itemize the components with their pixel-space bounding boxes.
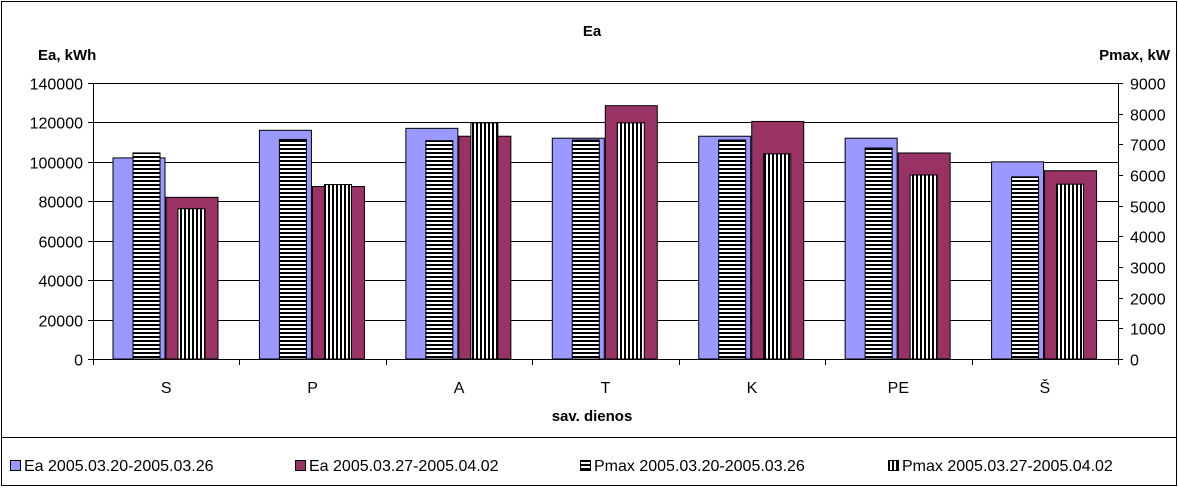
x-tick-label: S	[161, 380, 172, 397]
x-tick-label: PE	[888, 380, 909, 397]
y-right-tick-label: 5000	[1130, 200, 1166, 217]
y-left-tick-label: 100000	[30, 156, 83, 173]
legend-label: Pmax 2005.03.27-2005.04.02	[902, 458, 1113, 475]
bar-4-2	[323, 184, 352, 360]
legend-swatch	[580, 460, 591, 471]
bar-4-6	[909, 174, 938, 360]
bar-4-1	[177, 208, 206, 360]
bar-4-7	[1056, 183, 1085, 360]
legend: Ea 2005.03.20-2005.03.26 Ea 2005.03.27-20…	[10, 458, 1113, 475]
legend-label: Ea 2005.03.27-2005.04.02	[309, 458, 499, 475]
bar-4-4	[616, 122, 645, 360]
legend-label: Ea 2005.03.20-2005.03.26	[24, 458, 214, 475]
y-left-tick-label: 20000	[39, 314, 84, 331]
bar-4-5	[763, 153, 792, 360]
legend-label: Pmax 2005.03.20-2005.03.26	[594, 458, 805, 475]
x-axis-label: sav. dienos	[552, 408, 633, 425]
legend-swatch	[295, 460, 306, 471]
y-right-tick-label: 9000	[1130, 77, 1166, 94]
y-right-axis-label: Pmax, kW	[1099, 47, 1171, 64]
y-right-tick-label: 0	[1130, 353, 1139, 370]
bar-3-2	[278, 138, 307, 360]
bar-3-6	[864, 147, 893, 360]
bar-3-1	[132, 152, 161, 360]
y-right-tick-label: 3000	[1130, 261, 1166, 278]
chart-title: Ea	[583, 23, 602, 40]
y-right-tick-label: 2000	[1130, 292, 1166, 309]
legend-swatch	[10, 460, 21, 471]
bar-3-4	[571, 139, 600, 360]
x-tick-label: K	[747, 380, 758, 397]
y-right-tick-label: 1000	[1130, 322, 1166, 339]
y-left-tick-label: 0	[74, 353, 83, 370]
bar-4-3	[470, 122, 499, 360]
y-left-axis-label: Ea, kWh	[38, 47, 96, 64]
y-left-tick-label: 80000	[39, 195, 84, 212]
x-tick-label: T	[601, 380, 611, 397]
bar-3-3	[425, 140, 454, 360]
bar-3-7	[1011, 176, 1040, 360]
bar-3-5	[718, 139, 747, 360]
y-right-tick-label: 8000	[1130, 108, 1166, 125]
legend-swatch	[888, 460, 899, 471]
x-tick-label: Š	[1039, 378, 1050, 397]
x-tick-label: A	[454, 380, 465, 397]
y-right-tick-label: 6000	[1130, 169, 1166, 186]
axes: 0 20000 40000 60000 80000 100000 120000 140000 0…	[30, 77, 1166, 398]
y-right-tick-label: 4000	[1130, 230, 1166, 247]
bars	[112, 105, 1098, 360]
y-left-tick-label: 120000	[30, 116, 83, 133]
y-right-tick-label: 7000	[1130, 138, 1166, 155]
y-left-tick-label: 140000	[30, 77, 83, 94]
y-left-tick-label: 40000	[39, 274, 84, 291]
y-left-tick-label: 60000	[39, 235, 84, 252]
x-tick-label: P	[307, 380, 318, 397]
